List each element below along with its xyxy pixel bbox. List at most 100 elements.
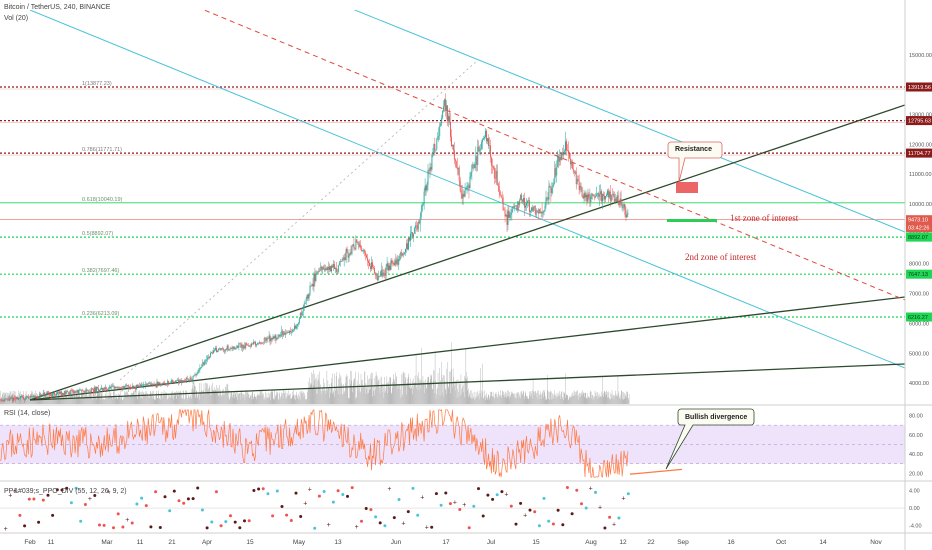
volume-bar (529, 391, 530, 404)
volume-bar (523, 391, 524, 404)
volume-bar (16, 396, 17, 404)
volume-bar (233, 392, 235, 404)
volume-bar (620, 394, 622, 404)
candle-body (17, 397, 18, 400)
volume-bar (263, 399, 265, 404)
candle-body (86, 389, 88, 391)
candle-body (417, 221, 419, 230)
candle-body (327, 267, 329, 270)
volume-bar (38, 396, 39, 404)
volume-bar (57, 400, 59, 404)
candle-body (127, 385, 129, 386)
volume-bar (464, 375, 465, 404)
candle-body (274, 335, 276, 339)
volume-bar (72, 395, 74, 404)
candle-body (147, 383, 149, 384)
volume-bar (495, 393, 496, 404)
candle-body (142, 384, 144, 386)
candle-body (310, 285, 312, 287)
volume-bar (39, 398, 41, 404)
volume-bar (159, 393, 161, 404)
candle-body (212, 352, 213, 354)
volume-bar (10, 398, 12, 404)
volume-bar (213, 390, 215, 404)
ppo-dot (214, 490, 218, 494)
volume-bar (402, 372, 404, 404)
volume-bar (346, 374, 348, 404)
volume-bar (21, 394, 23, 404)
candle-body (557, 156, 559, 168)
volume-bar (97, 391, 98, 404)
candle-body (296, 323, 298, 327)
volume-bar (492, 396, 493, 404)
volume-bar (355, 371, 356, 404)
candle-body (486, 130, 487, 142)
volume-bar (369, 390, 371, 404)
volume-bar (322, 391, 324, 404)
ppo-dot (575, 488, 579, 492)
volume-bar (316, 393, 317, 404)
candle-body (541, 211, 543, 214)
volume-bar (124, 392, 126, 404)
candle-body (133, 385, 135, 388)
volume-bar (379, 393, 381, 404)
volume-bar (71, 390, 73, 404)
candle-body (559, 156, 561, 162)
volume-bar (375, 371, 377, 404)
volume-bar (500, 390, 501, 404)
volume-bar (443, 375, 444, 404)
volume-bar (186, 397, 188, 404)
volume-bar (365, 393, 366, 404)
volume-bar (238, 393, 239, 404)
candle-body (393, 263, 395, 266)
volume-bar (93, 394, 94, 404)
ppo-dot (27, 497, 31, 501)
candle-body (242, 345, 244, 349)
volume-bar (115, 394, 116, 404)
volume-bar (211, 394, 212, 404)
candle-body (189, 377, 191, 380)
volume-bar (152, 398, 154, 404)
candle-body (190, 377, 192, 380)
candle-body (159, 382, 161, 385)
volume-bar (179, 390, 181, 404)
candle-body (422, 204, 424, 205)
candle-body (556, 167, 558, 176)
volume-bar (428, 377, 430, 404)
volume-bar (467, 390, 469, 404)
volume-bar (493, 399, 495, 404)
volume-bar (304, 393, 305, 404)
candle-body (322, 267, 324, 270)
volume-bar (277, 399, 279, 404)
volume-bar (184, 399, 185, 404)
candle-body (164, 383, 166, 384)
volume-bar (214, 387, 215, 404)
volume-bar (143, 393, 144, 404)
volume-bar (463, 384, 464, 404)
volume-bar (282, 398, 284, 404)
candle-body (318, 271, 320, 272)
volume-bar (112, 399, 113, 404)
ppo-dot (458, 508, 462, 511)
volume-bar (584, 392, 585, 404)
volume-bar (55, 396, 57, 404)
volume-bar (264, 397, 265, 404)
ppo-dot (519, 501, 523, 505)
ppo-dot (584, 506, 588, 510)
volume-bar (450, 369, 452, 404)
candle-body (224, 349, 226, 352)
volume-bar (326, 389, 327, 404)
volume-bar (118, 393, 119, 404)
candle-body (391, 260, 393, 263)
ppo-dot (144, 504, 148, 508)
candle-body (76, 390, 78, 392)
candle-body (456, 167, 458, 170)
volume-bar (126, 391, 127, 404)
volume-bar (122, 395, 124, 404)
volume-bar (528, 399, 529, 404)
candle-body (228, 349, 230, 350)
volume-bar (518, 392, 519, 404)
trendlines (29, 10, 905, 401)
volume-bar (340, 375, 341, 404)
